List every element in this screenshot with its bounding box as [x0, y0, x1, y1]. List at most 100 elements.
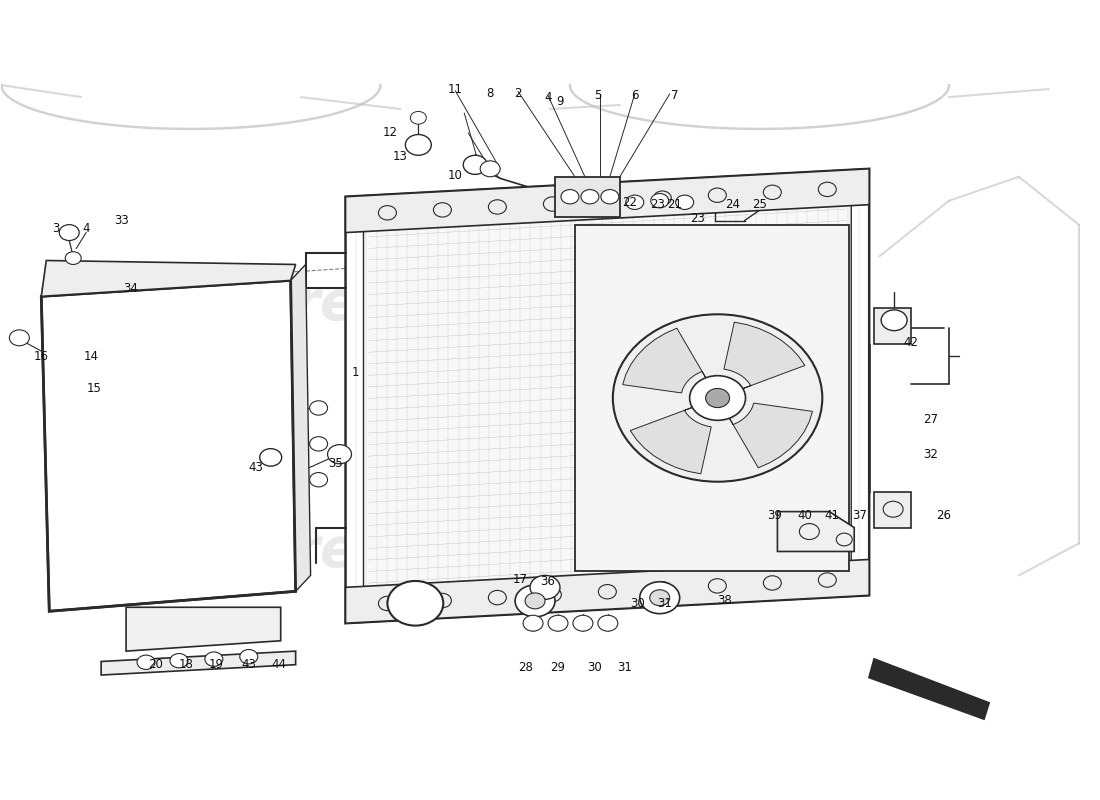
Text: 23: 23	[690, 212, 705, 225]
Text: 28: 28	[518, 661, 532, 674]
Circle shape	[10, 330, 30, 346]
Text: 35: 35	[328, 458, 343, 470]
Text: 43: 43	[249, 462, 263, 474]
Text: 27: 27	[924, 414, 938, 426]
Circle shape	[598, 615, 618, 631]
Text: 42: 42	[903, 336, 918, 349]
Circle shape	[138, 655, 155, 670]
Circle shape	[65, 252, 81, 265]
Polygon shape	[345, 559, 869, 623]
Circle shape	[387, 581, 443, 626]
Text: 29: 29	[550, 661, 565, 674]
Text: eurospares: eurospares	[54, 278, 387, 330]
Circle shape	[463, 155, 487, 174]
Circle shape	[240, 650, 257, 664]
Text: 13: 13	[393, 150, 408, 163]
Polygon shape	[630, 398, 717, 474]
Text: 10: 10	[448, 169, 463, 182]
Text: 5: 5	[594, 89, 602, 102]
Circle shape	[59, 225, 79, 241]
Text: 7: 7	[671, 89, 679, 102]
Text: 4: 4	[544, 90, 552, 103]
Polygon shape	[345, 169, 869, 233]
Text: 21: 21	[668, 198, 682, 211]
Text: 16: 16	[34, 350, 48, 362]
Circle shape	[690, 376, 746, 420]
Polygon shape	[717, 398, 813, 468]
Circle shape	[548, 615, 568, 631]
Text: 36: 36	[540, 575, 556, 588]
Text: 31: 31	[658, 597, 672, 610]
Circle shape	[651, 194, 669, 208]
Polygon shape	[556, 177, 619, 217]
Text: 18: 18	[178, 658, 194, 671]
Text: 15: 15	[87, 382, 101, 394]
Circle shape	[260, 449, 282, 466]
Circle shape	[705, 389, 729, 407]
Circle shape	[626, 195, 644, 210]
Circle shape	[515, 585, 556, 617]
Polygon shape	[575, 225, 849, 571]
Circle shape	[675, 195, 694, 210]
Text: 24: 24	[725, 198, 740, 211]
Polygon shape	[42, 281, 296, 611]
Text: 19: 19	[208, 658, 223, 671]
Circle shape	[170, 654, 188, 668]
Circle shape	[640, 582, 680, 614]
Text: 11: 11	[448, 82, 463, 95]
Text: 37: 37	[851, 509, 867, 522]
Text: 17: 17	[513, 573, 528, 586]
Text: 25: 25	[752, 198, 767, 211]
Text: 3: 3	[53, 222, 59, 235]
Circle shape	[573, 615, 593, 631]
Circle shape	[530, 575, 560, 599]
Circle shape	[524, 615, 543, 631]
Text: 4: 4	[82, 222, 90, 235]
Text: 23: 23	[650, 198, 666, 211]
Circle shape	[406, 134, 431, 155]
Text: 12: 12	[383, 126, 398, 139]
Text: 32: 32	[924, 448, 938, 461]
Circle shape	[561, 190, 579, 204]
Text: 33: 33	[113, 214, 129, 227]
Text: 44: 44	[272, 658, 286, 671]
Circle shape	[613, 314, 823, 482]
Text: 43: 43	[241, 658, 256, 671]
Polygon shape	[869, 659, 989, 719]
Text: eurospares: eurospares	[433, 278, 767, 330]
Circle shape	[309, 473, 328, 487]
Text: 1: 1	[352, 366, 360, 378]
Text: 6: 6	[631, 89, 638, 102]
Text: eurospares: eurospares	[54, 526, 387, 578]
Polygon shape	[778, 512, 855, 551]
Polygon shape	[42, 261, 296, 296]
Text: 31: 31	[617, 661, 632, 674]
Circle shape	[581, 190, 598, 204]
Polygon shape	[623, 328, 717, 398]
Text: 40: 40	[796, 509, 812, 522]
Circle shape	[650, 590, 670, 606]
Polygon shape	[101, 651, 296, 675]
Polygon shape	[874, 492, 911, 527]
Circle shape	[525, 593, 544, 609]
Polygon shape	[126, 607, 280, 651]
Text: 8: 8	[486, 87, 494, 100]
Text: 34: 34	[123, 282, 139, 295]
Polygon shape	[290, 265, 310, 591]
Text: 30: 30	[587, 661, 603, 674]
Text: 14: 14	[84, 350, 99, 362]
Text: 20: 20	[148, 658, 164, 671]
Circle shape	[881, 310, 907, 330]
Text: 26: 26	[936, 509, 952, 522]
Text: 39: 39	[767, 509, 782, 522]
Circle shape	[481, 161, 500, 177]
Text: 41: 41	[825, 509, 839, 522]
Circle shape	[309, 437, 328, 451]
Circle shape	[205, 652, 223, 666]
Text: 9: 9	[557, 94, 563, 107]
Text: 22: 22	[623, 196, 637, 209]
Text: 2: 2	[515, 86, 521, 99]
Polygon shape	[717, 322, 805, 398]
Text: 38: 38	[717, 594, 732, 607]
Text: eurospares: eurospares	[433, 526, 767, 578]
